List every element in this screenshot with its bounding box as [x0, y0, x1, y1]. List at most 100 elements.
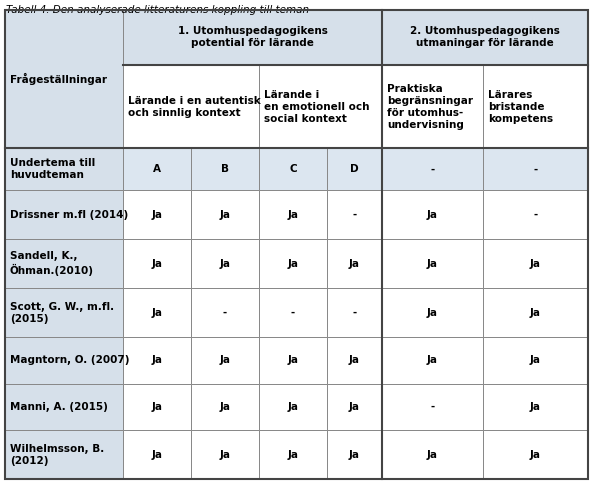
- Bar: [259, 337, 327, 384]
- Text: -: -: [223, 308, 227, 318]
- Bar: [483, 65, 588, 149]
- Bar: [123, 239, 191, 288]
- Bar: [327, 149, 382, 190]
- Bar: [123, 337, 191, 384]
- Bar: [382, 288, 483, 337]
- Text: Lärande i
en emotionell och
social kontext: Lärande i en emotionell och social konte…: [264, 90, 369, 124]
- Text: Tabell 4. Den analyserade litteraturens koppling till teman: Tabell 4. Den analyserade litteraturens …: [6, 5, 309, 15]
- Text: Ja: Ja: [349, 259, 360, 269]
- Text: -: -: [352, 308, 356, 318]
- Bar: [327, 337, 382, 384]
- Bar: [5, 337, 123, 384]
- Text: -: -: [533, 165, 538, 174]
- Text: Ja: Ja: [530, 402, 541, 412]
- Text: Ja: Ja: [427, 259, 438, 269]
- Text: Ja: Ja: [151, 210, 162, 220]
- Text: Ja: Ja: [219, 356, 231, 365]
- Bar: [5, 239, 123, 288]
- Bar: [382, 430, 483, 479]
- Bar: [259, 190, 327, 239]
- Bar: [5, 10, 123, 149]
- Bar: [191, 149, 259, 190]
- Text: Ja: Ja: [427, 210, 438, 220]
- Text: Ja: Ja: [530, 308, 541, 318]
- Text: Ja: Ja: [288, 402, 298, 412]
- Text: Ja: Ja: [288, 210, 298, 220]
- Bar: [483, 288, 588, 337]
- Bar: [123, 288, 191, 337]
- Text: Ja: Ja: [151, 308, 162, 318]
- Text: Ja: Ja: [349, 450, 360, 460]
- Text: Ja: Ja: [427, 308, 438, 318]
- Bar: [123, 190, 191, 239]
- Text: Ja: Ja: [427, 450, 438, 460]
- Bar: [123, 149, 191, 190]
- Bar: [259, 239, 327, 288]
- Text: -: -: [533, 210, 538, 220]
- Text: Ja: Ja: [288, 356, 298, 365]
- Bar: [191, 190, 259, 239]
- Bar: [483, 239, 588, 288]
- Text: Ja: Ja: [349, 402, 360, 412]
- Bar: [191, 384, 259, 430]
- Bar: [123, 10, 382, 65]
- Bar: [382, 384, 483, 430]
- Bar: [382, 10, 588, 65]
- Bar: [483, 149, 588, 190]
- Text: Wilhelmsson, B.
(2012): Wilhelmsson, B. (2012): [10, 444, 104, 466]
- Text: Lärande i en autentisk
och sinnlig kontext: Lärande i en autentisk och sinnlig konte…: [128, 95, 261, 117]
- Text: Ja: Ja: [219, 259, 231, 269]
- Text: Ja: Ja: [288, 450, 298, 460]
- Text: Ja: Ja: [151, 402, 162, 412]
- Bar: [259, 288, 327, 337]
- Text: Scott, G. W., m.fl.
(2015): Scott, G. W., m.fl. (2015): [10, 301, 114, 323]
- Text: Ja: Ja: [151, 356, 162, 365]
- Bar: [5, 288, 123, 337]
- Bar: [123, 65, 259, 149]
- Bar: [327, 430, 382, 479]
- Text: -: -: [352, 210, 356, 220]
- Text: Ja: Ja: [530, 450, 541, 460]
- Bar: [382, 65, 483, 149]
- Bar: [191, 337, 259, 384]
- Text: Lärares
bristande
kompetens: Lärares bristande kompetens: [488, 90, 553, 124]
- Bar: [327, 288, 382, 337]
- Bar: [5, 149, 123, 190]
- Text: Ja: Ja: [151, 450, 162, 460]
- Bar: [259, 430, 327, 479]
- Bar: [382, 149, 483, 190]
- Text: Ja: Ja: [219, 450, 231, 460]
- Text: Magntorn, O. (2007): Magntorn, O. (2007): [10, 356, 129, 365]
- Text: Ja: Ja: [530, 259, 541, 269]
- Text: Ja: Ja: [530, 356, 541, 365]
- Bar: [382, 239, 483, 288]
- Bar: [5, 430, 123, 479]
- Text: Frågeställningar: Frågeställningar: [10, 73, 107, 85]
- Text: -: -: [291, 308, 295, 318]
- Text: Ja: Ja: [349, 356, 360, 365]
- Bar: [123, 430, 191, 479]
- Bar: [483, 430, 588, 479]
- Bar: [483, 384, 588, 430]
- Text: Praktiska
begränsningar
för utomhus-
undervisning: Praktiska begränsningar för utomhus- und…: [387, 84, 473, 130]
- Text: -: -: [431, 165, 435, 174]
- Text: Ja: Ja: [219, 210, 231, 220]
- Bar: [483, 337, 588, 384]
- Text: C: C: [289, 165, 297, 174]
- Text: Manni, A. (2015): Manni, A. (2015): [10, 402, 108, 412]
- Text: -: -: [431, 402, 435, 412]
- Text: Ja: Ja: [288, 259, 298, 269]
- Text: Ja: Ja: [427, 356, 438, 365]
- Bar: [259, 149, 327, 190]
- Bar: [191, 239, 259, 288]
- Bar: [5, 190, 123, 239]
- Text: A: A: [153, 165, 161, 174]
- Bar: [327, 384, 382, 430]
- Bar: [191, 288, 259, 337]
- Bar: [123, 384, 191, 430]
- Text: Undertema till
huvudteman: Undertema till huvudteman: [10, 158, 95, 181]
- Bar: [382, 337, 483, 384]
- Bar: [191, 430, 259, 479]
- Text: Ja: Ja: [219, 402, 231, 412]
- Bar: [327, 239, 382, 288]
